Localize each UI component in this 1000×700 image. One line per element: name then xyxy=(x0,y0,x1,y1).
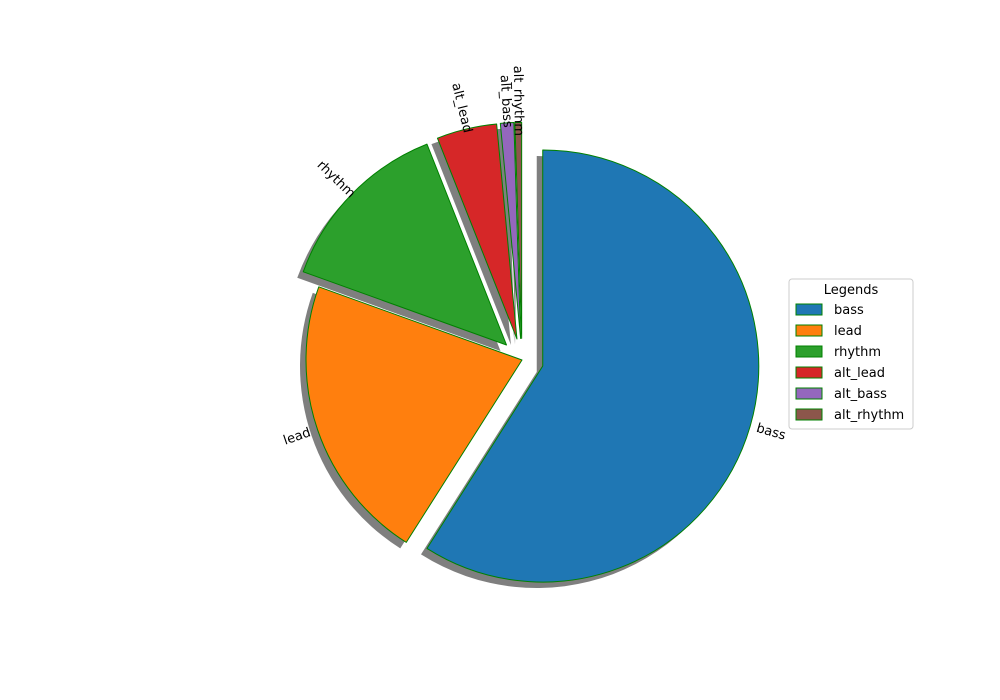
slice-label-bass: bass xyxy=(755,421,788,444)
slice-alt-bass xyxy=(499,122,522,339)
legend-label-lead: lead xyxy=(834,324,862,339)
legend-label-alt-rhythm: alt_rhythm xyxy=(834,408,904,423)
legend-swatch-alt-bass xyxy=(795,387,823,400)
slice-label-alt-lead: alt_lead xyxy=(448,81,474,134)
slice-label-rhythm: rhythm xyxy=(314,158,358,202)
legend-label-alt-bass: alt_bass xyxy=(834,387,887,402)
legend-swatch-bass xyxy=(795,303,823,316)
legend: Legends bass lead rhythm alt_lead alt_bassal… xyxy=(788,278,914,430)
legend-swatch-alt-rhythm xyxy=(795,408,823,421)
legend-swatch-rhythm xyxy=(795,345,823,358)
slice-rhythm xyxy=(302,143,507,346)
slice-alt-lead xyxy=(436,123,518,340)
legend-title: Legends xyxy=(824,283,879,298)
slice-label-alt-rhythm: alt_rhythm xyxy=(510,66,526,136)
slice-bass xyxy=(426,149,760,583)
legend-label-rhythm: rhythm xyxy=(834,345,881,360)
slice-lead xyxy=(305,286,523,543)
legend-label-bass: bass xyxy=(834,303,864,318)
legend-swatch-lead xyxy=(795,324,823,337)
legend-label-alt-lead: alt_lead xyxy=(834,366,885,381)
slice-alt-rhythm xyxy=(514,121,523,339)
pie-slices xyxy=(302,121,760,583)
slice-label-lead: lead xyxy=(282,425,313,448)
legend-items: bass lead rhythm alt_lead alt_bass alt_rhythm xyxy=(795,303,904,423)
legend-swatch-alt-lead xyxy=(795,366,823,379)
slice-label-alt-bass: alt_bass xyxy=(497,74,515,128)
